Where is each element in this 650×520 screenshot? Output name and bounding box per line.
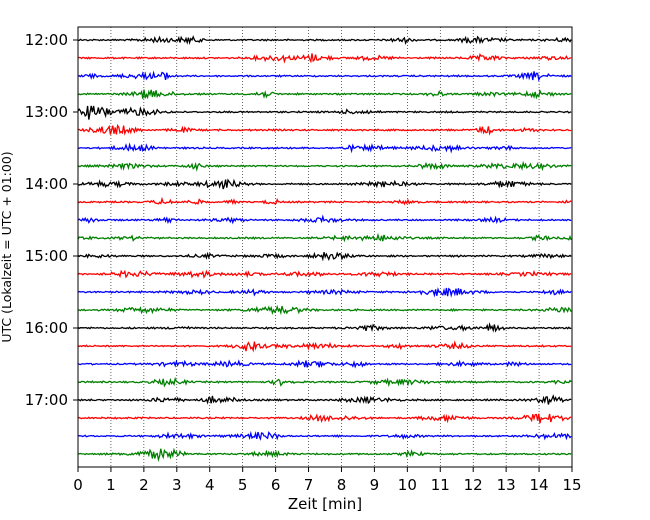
x-axis-ticks: 0 1 2 3 4 5 6 7 8 9 10 11 12 13 14 15 xyxy=(73,467,582,494)
x-tick-label: 11 xyxy=(431,476,450,494)
seismogram-trace xyxy=(77,88,572,100)
seismogram-traces xyxy=(77,35,572,462)
seismogram-trace xyxy=(77,123,572,136)
x-tick-label: 1 xyxy=(106,476,116,494)
seismogram-trace xyxy=(77,53,572,64)
x-tick-label: 13 xyxy=(497,476,516,494)
seismogram-trace xyxy=(77,376,572,388)
y-tick-label: 16:00 xyxy=(25,319,68,337)
seismogram-trace xyxy=(77,105,572,120)
seismogram-trace xyxy=(77,196,572,206)
x-tick-label: 14 xyxy=(530,476,549,494)
seismogram-trace xyxy=(77,142,572,154)
seismogram-trace xyxy=(77,232,572,243)
y-tick-label: 14:00 xyxy=(25,175,68,193)
x-tick-label: 2 xyxy=(139,476,149,494)
plot-background xyxy=(78,27,572,467)
y-tick-label: 17:00 xyxy=(25,391,68,409)
x-tick-label: 12 xyxy=(464,476,483,494)
x-tick-label: 9 xyxy=(370,476,380,494)
grid-lines xyxy=(110,27,540,467)
x-tick-label: 0 xyxy=(73,476,83,494)
plot-frame xyxy=(77,26,573,468)
seismogram-trace xyxy=(77,359,572,369)
seismogram-trace xyxy=(77,178,572,190)
y-tick-label: 12:00 xyxy=(25,31,68,49)
seismogram-trace xyxy=(77,304,572,316)
seismogram-trace xyxy=(77,214,572,225)
y-axis-ticks: 12:00 13:00 14:00 15:00 16:00 17:00 xyxy=(25,31,78,409)
seismogram-trace xyxy=(77,269,572,279)
seismogram-trace xyxy=(77,413,572,424)
x-tick-label: 3 xyxy=(172,476,182,494)
seismogram-trace xyxy=(77,160,572,172)
seismogram-trace xyxy=(77,322,572,333)
seismogram-trace xyxy=(77,251,572,262)
y-tick-label: 15:00 xyxy=(25,247,68,265)
x-tick-label: 10 xyxy=(398,476,417,494)
seismogram-trace xyxy=(77,430,572,441)
y-tick-label: 13:00 xyxy=(25,103,68,121)
y-axis-label: UTC (Lokalzeit = UTC + 01:00) xyxy=(0,151,14,342)
seismogram-trace xyxy=(77,287,572,298)
x-tick-label: 15 xyxy=(562,476,581,494)
seismogram-trace xyxy=(77,70,572,82)
x-tick-label: 4 xyxy=(205,476,215,494)
seismogram-trace xyxy=(77,394,572,405)
seismogram-trace xyxy=(77,447,572,462)
x-tick-label: 5 xyxy=(238,476,248,494)
x-axis-label: Zeit [min] xyxy=(288,495,362,513)
seismogram-trace xyxy=(77,340,572,353)
seismogram-trace xyxy=(77,35,572,45)
x-tick-label: 7 xyxy=(304,476,314,494)
x-tick-label: 8 xyxy=(337,476,347,494)
x-tick-label: 6 xyxy=(271,476,281,494)
